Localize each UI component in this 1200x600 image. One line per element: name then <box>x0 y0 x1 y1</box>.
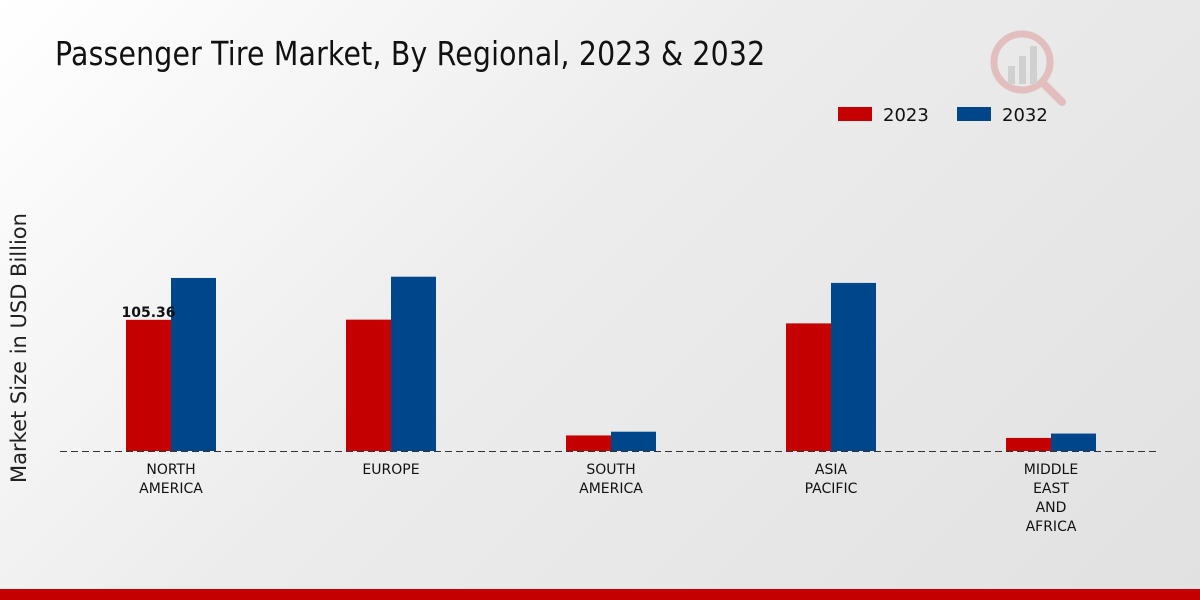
bar-2023-4 <box>1006 437 1051 451</box>
y-axis-label: Market Size in USD Billion <box>7 213 31 483</box>
bar-2032-2 <box>611 431 656 451</box>
logo-watermark-icon <box>990 30 1066 106</box>
legend-label-2023: 2023 <box>883 105 929 126</box>
bar-2023-0 <box>126 319 171 451</box>
x-tick-label-1: EUROPE <box>362 462 419 478</box>
chart-title: Passenger Tire Market, By Regional, 2023… <box>55 34 766 73</box>
x-tick-label-3: ASIA PACIFIC <box>805 462 858 497</box>
x-tick-label-4: MIDDLE EAST AND AFRICA <box>1024 462 1078 535</box>
bar-2032-1 <box>391 276 436 451</box>
bar-2023-3 <box>786 323 831 451</box>
x-tick-label-0: NORTH AMERICA <box>139 462 203 497</box>
bar-2032-3 <box>831 282 876 451</box>
bar-2023-2 <box>566 435 611 451</box>
legend-swatch-2032 <box>957 107 991 121</box>
data-label-0: 105.36 <box>121 305 175 321</box>
legend-label-2032: 2032 <box>1002 105 1048 126</box>
bar-2023-1 <box>346 319 391 451</box>
legend-swatch-2023 <box>838 107 872 121</box>
bar-2032-0 <box>171 277 216 451</box>
bottom-accent-bar <box>0 589 1200 600</box>
bar-2032-4 <box>1051 433 1096 451</box>
x-tick-label-2: SOUTH AMERICA <box>579 462 643 497</box>
